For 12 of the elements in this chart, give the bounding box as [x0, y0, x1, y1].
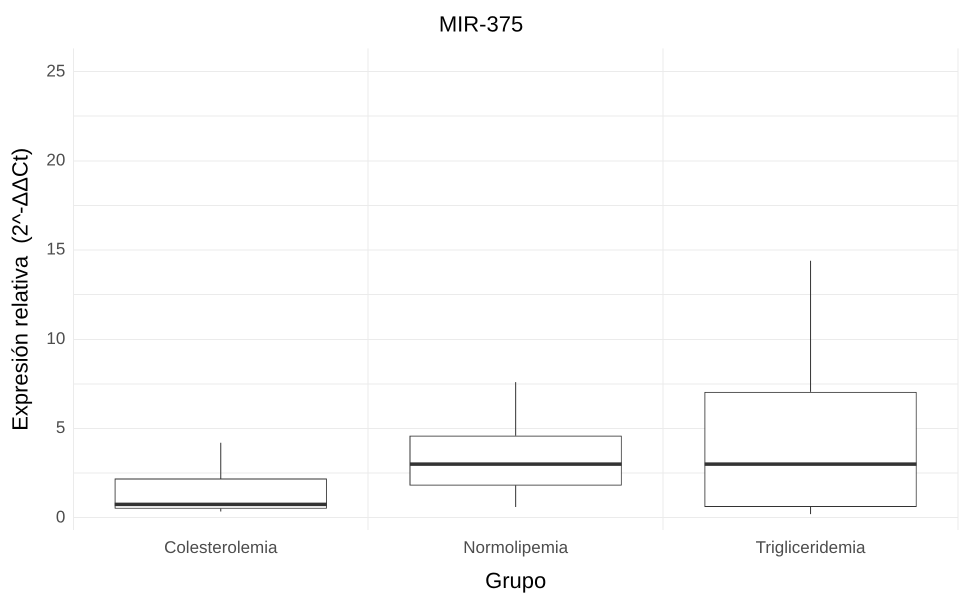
- x-tick-label: Trigliceridemia: [756, 538, 866, 558]
- x-tick-label: Normolipemia: [463, 538, 569, 558]
- x-axis-title: Grupo: [485, 568, 546, 593]
- x-tick-label: Colesterolemia: [164, 538, 278, 558]
- y-tick-label: 10: [46, 328, 66, 348]
- y-axis-title: Expresión relativa (2^-ΔΔCt): [7, 148, 32, 431]
- y-tick-label: 0: [56, 507, 66, 526]
- y-tick-label: 5: [56, 418, 66, 438]
- y-tick-label: 20: [46, 150, 66, 170]
- y-tick-label: 15: [46, 240, 66, 259]
- chart-title: MIR-375: [438, 11, 524, 36]
- y-tick-label: 25: [46, 61, 66, 80]
